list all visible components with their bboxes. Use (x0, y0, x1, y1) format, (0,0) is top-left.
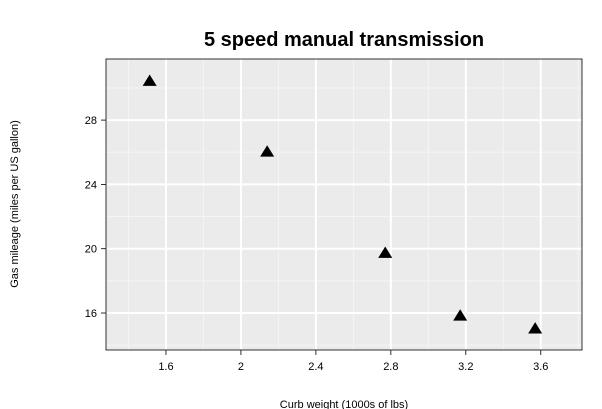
panel-border (105, 58, 583, 351)
y-tick-label: 16 (85, 308, 97, 320)
chart-title: 5 speed manual transmission (204, 29, 484, 51)
data-point-triangle (528, 322, 543, 334)
data-point-triangle (378, 246, 393, 258)
y-tick-label: 24 (85, 179, 97, 191)
data-point-triangle (260, 145, 275, 157)
y-axis: 16 20 24 28 (85, 115, 106, 320)
minor-gridlines (106, 59, 582, 350)
panel-background (106, 59, 582, 350)
x-axis: 1.6 2 2.4 2.8 3.2 3.6 (158, 350, 548, 373)
y-axis-label: Gas mileage (miles per US gallon) (9, 120, 21, 288)
x-tick-label: 1.6 (158, 361, 173, 373)
x-tick-label: 2.4 (308, 361, 323, 373)
x-tick-label: 2 (238, 361, 244, 373)
data-point-triangle (453, 309, 468, 321)
y-tick-label: 20 (85, 244, 97, 256)
data-points (142, 74, 543, 334)
data-point-triangle (142, 74, 157, 86)
x-tick-label: 3.6 (533, 361, 548, 373)
x-tick-label: 2.8 (383, 361, 398, 373)
x-tick-label: 3.2 (458, 361, 473, 373)
major-gridlines (106, 59, 582, 350)
x-axis-label: Curb weight (1000s of lbs) (280, 399, 408, 409)
y-tick-label: 28 (85, 115, 97, 127)
